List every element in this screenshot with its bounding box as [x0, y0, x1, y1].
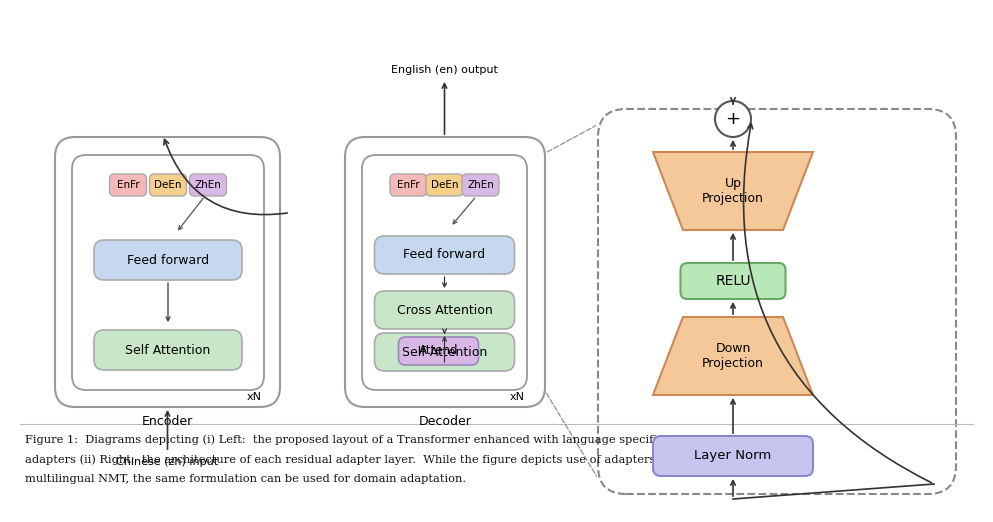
FancyBboxPatch shape — [426, 174, 463, 196]
FancyBboxPatch shape — [374, 333, 514, 371]
FancyBboxPatch shape — [72, 155, 264, 390]
Text: RELU: RELU — [715, 274, 751, 288]
FancyBboxPatch shape — [190, 174, 226, 196]
Polygon shape — [653, 317, 813, 395]
FancyBboxPatch shape — [109, 174, 147, 196]
Text: EnFr: EnFr — [397, 180, 420, 190]
Text: English (en) output: English (en) output — [391, 65, 497, 75]
FancyBboxPatch shape — [374, 236, 514, 274]
FancyBboxPatch shape — [390, 174, 427, 196]
Text: +: + — [726, 110, 741, 128]
Text: Self Attention: Self Attention — [125, 343, 211, 357]
Text: Chinese (zh) input: Chinese (zh) input — [116, 457, 218, 467]
Text: DeEn: DeEn — [431, 180, 458, 190]
Text: DeEn: DeEn — [154, 180, 182, 190]
Text: xN: xN — [510, 392, 525, 402]
Text: Attend: Attend — [419, 345, 458, 358]
Text: Cross Attention: Cross Attention — [396, 303, 493, 316]
FancyBboxPatch shape — [598, 109, 956, 494]
Text: Decoder: Decoder — [419, 415, 472, 428]
Text: Up
Projection: Up Projection — [702, 177, 764, 205]
Text: Layer Norm: Layer Norm — [694, 449, 772, 462]
FancyBboxPatch shape — [55, 137, 280, 407]
Text: EnFr: EnFr — [117, 180, 139, 190]
Text: Encoder: Encoder — [142, 415, 193, 428]
FancyBboxPatch shape — [362, 155, 527, 390]
Text: Figure 1:  Diagrams depicting (i) Left:  the proposed layout of a Transformer en: Figure 1: Diagrams depicting (i) Left: t… — [25, 434, 663, 445]
Circle shape — [715, 101, 751, 137]
Text: Down
Projection: Down Projection — [702, 342, 764, 370]
FancyBboxPatch shape — [345, 137, 545, 407]
Polygon shape — [653, 152, 813, 230]
Text: ZhEn: ZhEn — [195, 180, 221, 190]
FancyBboxPatch shape — [398, 337, 479, 365]
FancyBboxPatch shape — [94, 330, 242, 370]
Text: Feed forward: Feed forward — [403, 248, 486, 262]
Text: adapters (ii) Right:  the architecture of each residual adapter layer.  While th: adapters (ii) Right: the architecture of… — [25, 454, 675, 465]
FancyBboxPatch shape — [653, 436, 813, 476]
Text: Self Attention: Self Attention — [402, 346, 488, 359]
Text: multilingual NMT, the same formulation can be used for domain adaptation.: multilingual NMT, the same formulation c… — [25, 474, 466, 484]
Text: xN: xN — [247, 392, 262, 402]
Text: Feed forward: Feed forward — [127, 254, 210, 267]
FancyBboxPatch shape — [374, 291, 514, 329]
FancyBboxPatch shape — [150, 174, 187, 196]
FancyBboxPatch shape — [462, 174, 499, 196]
FancyBboxPatch shape — [680, 263, 785, 299]
Text: ZhEn: ZhEn — [467, 180, 494, 190]
FancyBboxPatch shape — [94, 240, 242, 280]
